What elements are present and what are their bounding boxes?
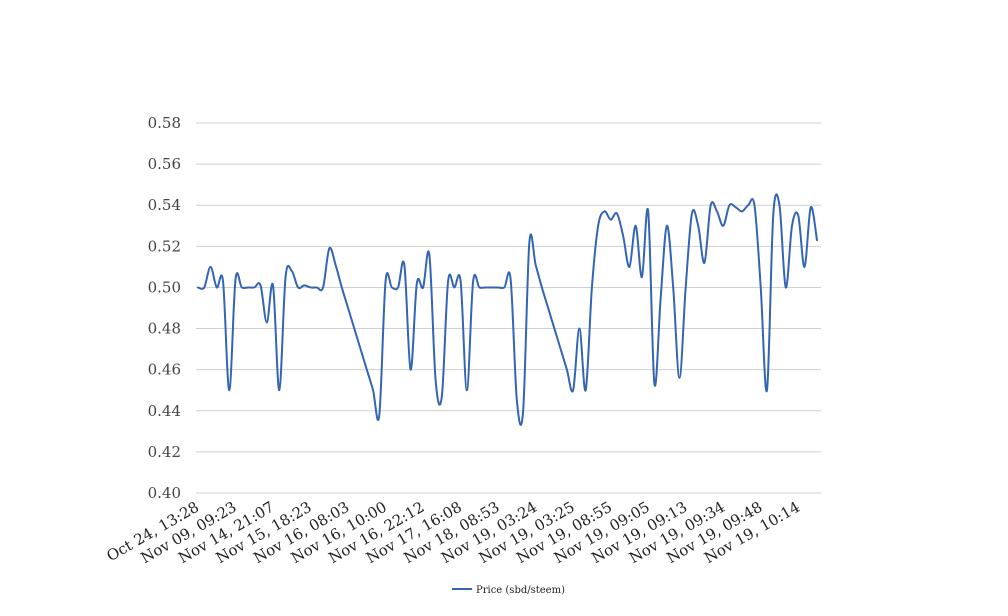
gridlines — [196, 122, 821, 494]
y-tick-label: 0.54 — [148, 196, 181, 214]
y-tick-label: 0.56 — [148, 155, 181, 173]
y-tick-label: 0.44 — [148, 402, 181, 420]
legend: Price (sbd/steem) — [452, 585, 565, 596]
y-tick-label: 0.58 — [148, 114, 181, 132]
series-line-price — [197, 193, 818, 426]
y-tick-label: 0.48 — [148, 320, 181, 338]
series-layer — [197, 193, 818, 426]
y-tick-label: 0.42 — [148, 443, 181, 461]
y-tick-label: 0.46 — [148, 361, 181, 379]
y-tick-label: 0.40 — [148, 484, 181, 502]
legend-label-price: Price (sbd/steem) — [476, 585, 565, 596]
y-tick-label: 0.50 — [148, 278, 181, 296]
y-axis-tick-labels: 0.40 0.42 0.44 0.46 0.48 0.50 0.52 0.54 0.56 0.58 — [148, 114, 181, 502]
y-tick-label: 0.52 — [148, 237, 181, 255]
